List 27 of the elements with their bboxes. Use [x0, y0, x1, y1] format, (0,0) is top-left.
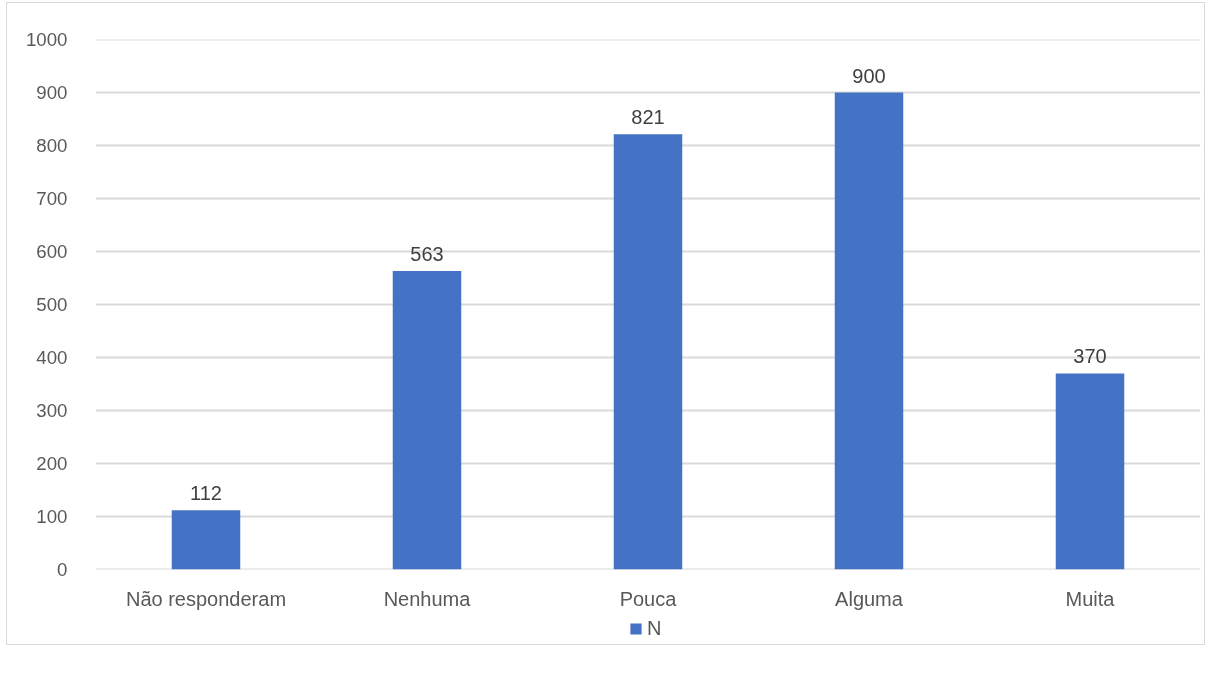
data-label: 821	[631, 106, 665, 129]
data-label: 112	[190, 482, 222, 505]
data-label: 370	[1073, 345, 1107, 368]
x-tick-label: Alguma	[835, 587, 904, 610]
y-tick-label: 100	[36, 506, 68, 527]
bar	[1055, 373, 1125, 570]
y-tick-label: 300	[36, 400, 68, 421]
y-tick-label: 700	[36, 188, 68, 209]
x-tick-label: Nenhuma	[383, 587, 472, 610]
x-tick-label: Pouca	[619, 587, 678, 610]
y-tick-label: 600	[36, 241, 68, 262]
y-tick-label: 500	[36, 294, 68, 315]
y-tick-label: 900	[36, 82, 68, 103]
data-label: 900	[852, 64, 886, 87]
bar	[834, 92, 904, 570]
bar	[171, 510, 241, 570]
y-tick-label: 1000	[26, 29, 68, 50]
y-tick-label: 0	[57, 559, 68, 580]
y-tick-label: 400	[36, 347, 68, 368]
legend-label: N	[647, 616, 663, 640]
x-tick-label: Muita	[1065, 587, 1116, 610]
y-tick-label: 200	[36, 453, 68, 474]
y-tick-label: 800	[36, 135, 68, 156]
bar	[392, 271, 462, 570]
data-label: 563	[410, 243, 444, 266]
bar	[613, 134, 683, 570]
x-tick-label: Não responderam	[125, 587, 287, 610]
